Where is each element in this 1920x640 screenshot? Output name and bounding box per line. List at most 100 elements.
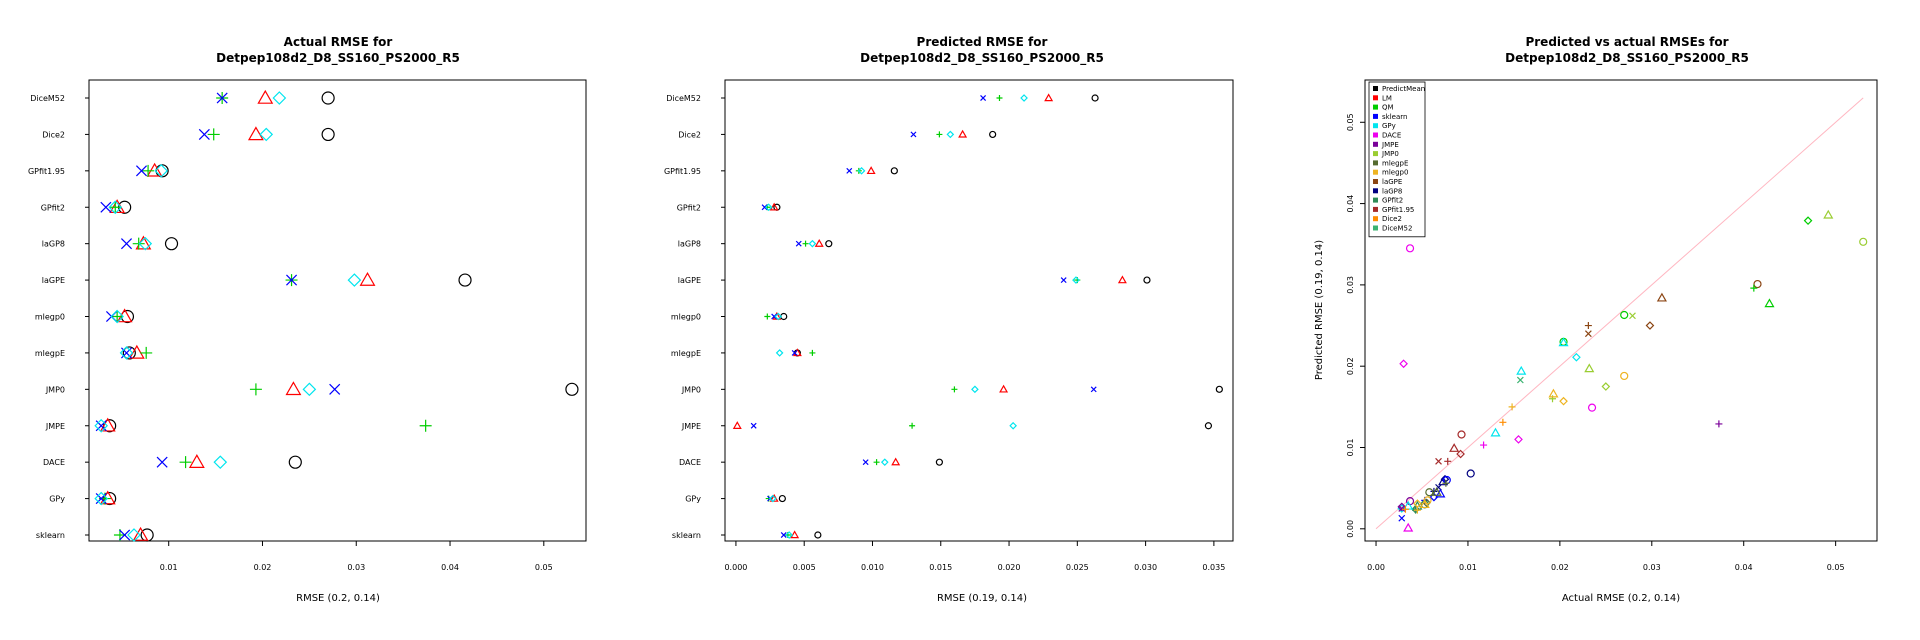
- panel2-point: [768, 494, 777, 503]
- panel3-point: [1803, 216, 1813, 226]
- panel3-point: [1401, 505, 1409, 513]
- panel3-legend-entry: QM: [1382, 104, 1394, 112]
- panel3-point: [1397, 502, 1407, 512]
- panel2-x-tick-label: 0.020: [998, 563, 1021, 572]
- panel3-legend-swatch: [1373, 179, 1378, 184]
- panel3-point: [1431, 486, 1442, 496]
- panel3-point: [1444, 457, 1452, 465]
- panel1-x-tick-label: 0.02: [254, 563, 272, 572]
- panel2-point: [910, 131, 917, 138]
- panel1-y-tick-label: mlegpE: [35, 349, 65, 358]
- panel1-y-tick-label: laGPE: [42, 276, 65, 285]
- panel2-point: [771, 313, 778, 320]
- panel3-point: [1558, 337, 1569, 347]
- panel1-point: [198, 128, 210, 140]
- panel1-point: [359, 271, 376, 286]
- panel1-x-tick-label: 0.04: [441, 563, 459, 572]
- panel2-x-tick-label: 0.035: [1202, 563, 1225, 572]
- panel1-point: [100, 201, 112, 213]
- panel3-x-tick-label: 0.02: [1551, 563, 1569, 572]
- panel1-point: [119, 346, 134, 360]
- panel3-point: [1715, 420, 1723, 428]
- panel1-point: [146, 162, 163, 177]
- panel1-point: [94, 491, 109, 506]
- panel2-point: [732, 421, 742, 429]
- panel1-point: [119, 529, 131, 541]
- panel3-x-tick-label: 0.05: [1827, 563, 1845, 572]
- panel3-legend-swatch: [1373, 188, 1378, 194]
- panel3-point: [1645, 321, 1655, 330]
- panel3-point: [1859, 237, 1868, 246]
- panel1-point: [329, 383, 341, 395]
- panel3-point: [1442, 479, 1450, 487]
- panel3-point: [1823, 209, 1834, 219]
- panel2-y-tick-label: Dice2: [678, 130, 701, 139]
- panel1-point: [127, 528, 141, 542]
- actual-rmse-panel: Actual RMSE for Detpep108d2_D8_SS160_PS2…: [28, 35, 587, 604]
- panel3-plot-frame: [1364, 79, 1878, 542]
- panel2-point: [814, 239, 824, 247]
- panel1-point: [138, 236, 153, 251]
- panel2-y-tick-label: GPfit2: [677, 203, 701, 212]
- panel3-legend-entry: mlegp0: [1382, 169, 1408, 177]
- panel3-legend-entry: mlegpE: [1382, 159, 1408, 167]
- panel1-point: [207, 128, 220, 141]
- panel3-point: [1456, 449, 1465, 459]
- panel1-x-tick-label: 0.05: [535, 563, 553, 572]
- panel2-point: [1072, 276, 1080, 284]
- panel2-y-tick-label: JMP0: [681, 385, 701, 394]
- panel3-point: [1480, 441, 1488, 449]
- panel3-point: [1753, 279, 1762, 289]
- panel2-point: [778, 494, 786, 503]
- panel2-point: [996, 95, 1003, 101]
- panel3-point: [1457, 430, 1466, 439]
- panel3-legend-swatch: [1373, 95, 1378, 101]
- panel2-x-tick-label: 0.000: [724, 563, 747, 572]
- panel3-legend-swatch: [1373, 151, 1378, 157]
- panel2-point: [774, 312, 783, 321]
- panel3-point: [1601, 382, 1611, 391]
- panel2-point: [909, 422, 916, 429]
- panel3-y-axis-label: Predicted RMSE (0.19, 0.14): [1314, 240, 1325, 380]
- panel1-x-tick-label: 0.01: [160, 563, 178, 572]
- panel3-point: [1413, 499, 1422, 508]
- panel3-point: [1584, 363, 1595, 373]
- panel3-point: [1656, 292, 1667, 302]
- panel3-legend-entry: LM: [1382, 94, 1392, 102]
- panel3-point: [1398, 505, 1406, 512]
- panel3-legend-swatch: [1373, 86, 1378, 91]
- panel3-title-line2: Detpep108d2_D8_SS160_PS2000_R5: [1505, 51, 1749, 66]
- panel3-legend-entry: PredictMean: [1382, 85, 1425, 93]
- panel1-point: [140, 346, 153, 359]
- panel2-title-line2: Detpep108d2_D8_SS160_PS2000_R5: [860, 51, 1104, 66]
- panel1-plot-frame: [88, 79, 587, 542]
- panel2-point: [780, 532, 787, 538]
- panel1-point: [108, 200, 123, 215]
- panel2-y-tick-label: mlegpE: [671, 349, 701, 358]
- panel1-point: [128, 344, 145, 359]
- panel2-y-tick-label: JMPE: [681, 422, 701, 431]
- panel1-point: [249, 383, 262, 396]
- panel1-point: [99, 417, 116, 432]
- panel3-legend-swatch: [1373, 141, 1378, 147]
- panel2-point: [890, 167, 898, 175]
- panel1-title-line1: Actual RMSE for: [284, 35, 393, 49]
- panel1-y-tick-label: DiceM52: [30, 94, 65, 103]
- panel3-y-tick-label: 0.03: [1346, 276, 1355, 294]
- panel3-legend-swatch: [1373, 197, 1378, 203]
- panel2-y-tick-label: laGPE: [678, 276, 701, 285]
- panel3-legend-swatch: [1373, 169, 1378, 175]
- panel2-point: [1044, 93, 1054, 102]
- panel2-point: [790, 530, 800, 539]
- panel2-point: [862, 459, 869, 466]
- panel2-point: [775, 349, 784, 357]
- panel1-title-line2: Detpep108d2_D8_SS160_PS2000_R5: [216, 51, 460, 66]
- panel3-legend-entry: DACE: [1382, 132, 1401, 140]
- panel1-point: [302, 382, 317, 397]
- panel1-point: [216, 92, 228, 104]
- panel3-point: [1403, 522, 1414, 532]
- panel1-y-tick-label: GPfit2: [41, 203, 65, 212]
- panel3-legend-entry: GPfit1.95: [1382, 206, 1414, 214]
- panel2-point: [1215, 385, 1223, 393]
- panel1-point: [116, 308, 133, 323]
